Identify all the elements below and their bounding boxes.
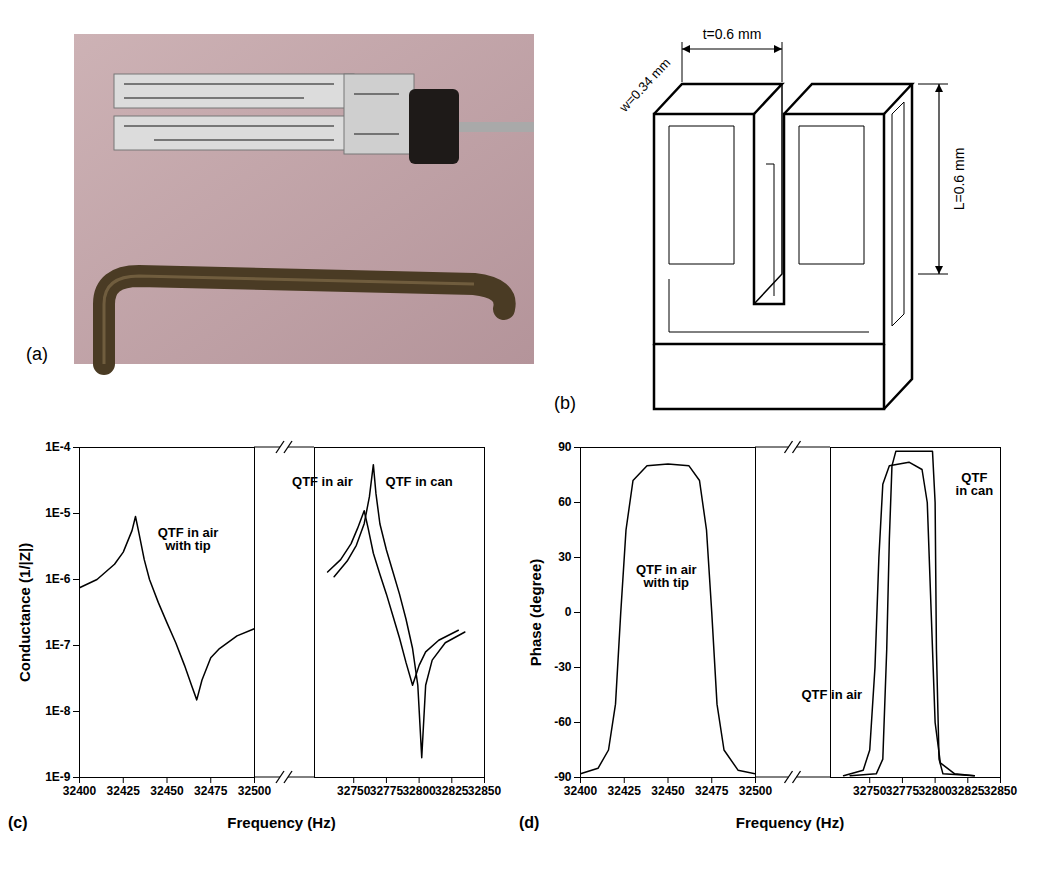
- svg-text:t=0.6 mm: t=0.6 mm: [703, 26, 762, 42]
- svg-text:w=0.34 mm: w=0.34 mm: [616, 55, 674, 115]
- svg-text:QTF in airwith tip: QTF in airwith tip: [158, 525, 219, 553]
- svg-text:32825: 32825: [435, 784, 469, 798]
- svg-text:32425: 32425: [107, 784, 141, 798]
- svg-text:Phase (degree): Phase (degree): [527, 559, 544, 667]
- svg-text:1E-8: 1E-8: [45, 704, 71, 718]
- svg-text:QTFin can: QTFin can: [956, 470, 994, 498]
- svg-text:1E-9: 1E-9: [45, 770, 71, 784]
- svg-text:1E-7: 1E-7: [45, 638, 71, 652]
- html-text:(d): (d): [519, 814, 540, 831]
- svg-text:Conductance (1/|Z|): Conductance (1/|Z|): [16, 543, 33, 682]
- svg-text:32850: 32850: [984, 784, 1018, 798]
- svg-text:32450: 32450: [150, 784, 184, 798]
- svg-text:QTF in air: QTF in air: [801, 687, 862, 702]
- html-text:Frequency (Hz): Frequency (Hz): [227, 814, 336, 831]
- svg-text:32475: 32475: [695, 784, 729, 798]
- svg-text:32500: 32500: [739, 784, 773, 798]
- svg-text:32475: 32475: [194, 784, 228, 798]
- svg-text:(a): (a): [26, 344, 48, 364]
- svg-text:32750: 32750: [853, 784, 887, 798]
- svg-text:L=0.6 mm: L=0.6 mm: [951, 148, 967, 211]
- svg-text:90: 90: [558, 440, 572, 454]
- html-text:(c): (c): [8, 814, 28, 831]
- svg-text:QTF in can: QTF in can: [386, 474, 453, 489]
- svg-text:1E-4: 1E-4: [45, 440, 71, 454]
- svg-text:-90: -90: [554, 770, 572, 784]
- svg-text:60: 60: [558, 495, 572, 509]
- svg-text:-30: -30: [554, 660, 572, 674]
- svg-text:32825: 32825: [951, 784, 985, 798]
- html-text:Frequency (Hz): Frequency (Hz): [735, 814, 845, 831]
- svg-text:1E-5: 1E-5: [45, 506, 71, 520]
- svg-text:32400: 32400: [564, 784, 598, 798]
- svg-text:32425: 32425: [608, 784, 642, 798]
- svg-text:QTF in air: QTF in air: [292, 474, 353, 489]
- svg-text:30: 30: [558, 550, 572, 564]
- svg-text:32775: 32775: [886, 784, 920, 798]
- svg-text:32800: 32800: [402, 784, 436, 798]
- svg-text:32500: 32500: [238, 784, 272, 798]
- svg-text:32450: 32450: [651, 784, 685, 798]
- svg-text:0: 0: [565, 605, 572, 619]
- svg-text:-60: -60: [554, 715, 572, 729]
- svg-text:32750: 32750: [337, 784, 371, 798]
- svg-text:32400: 32400: [63, 784, 97, 798]
- svg-text:1E-6: 1E-6: [45, 572, 71, 586]
- svg-text:32850: 32850: [468, 784, 502, 798]
- svg-text:32800: 32800: [918, 784, 952, 798]
- svg-text:(b): (b): [554, 393, 576, 413]
- svg-text:32775: 32775: [370, 784, 404, 798]
- svg-text:QTF in airwith tip: QTF in airwith tip: [636, 561, 697, 589]
